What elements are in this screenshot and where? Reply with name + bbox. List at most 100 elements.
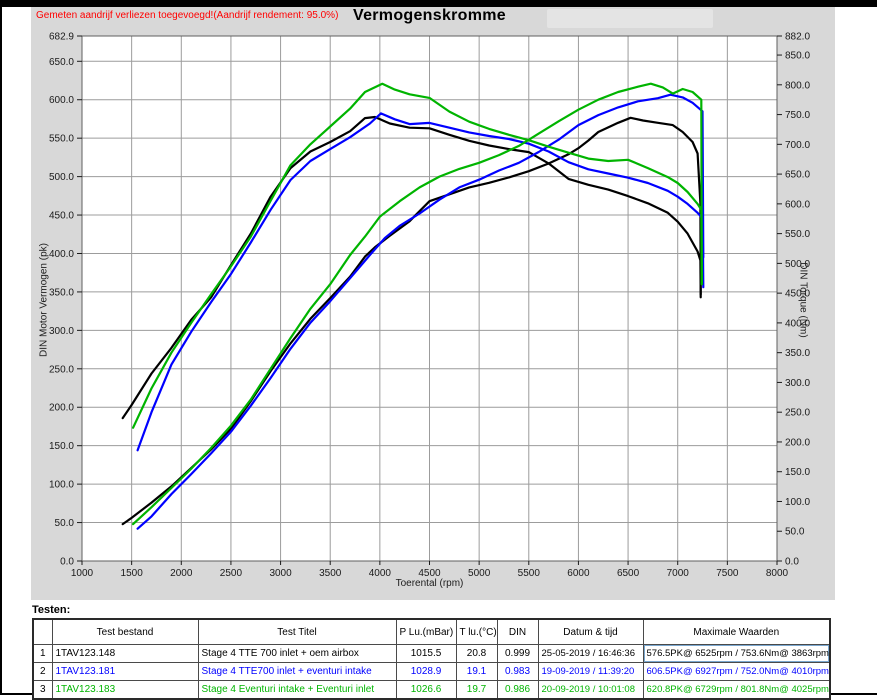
datetime-cell: 20-09-2019 / 10:01:08 [537,680,644,700]
max-values-cell: 606.5PK@ 6927rpm / 752.0Nm@ 4010rpm [642,662,831,681]
test-title-cell: Stage 4 TTE 700 inlet + oem airbox [197,644,397,663]
tick-label: 4500 [418,568,441,579]
window-top-border [0,0,877,7]
tick-label: 500.0 [785,259,810,270]
tick-label: 700.0 [785,140,810,151]
x-axis-title: Toerental (rpm) [395,578,464,589]
tick-label: 5500 [518,568,541,579]
drivetrain-loss-notice: Gemeten aandrijf verliezen toegevoegd!(A… [36,10,339,21]
tick-label: 100.0 [785,497,810,508]
tick-label: 100.0 [49,480,74,491]
tick-label: 450.0 [785,289,810,300]
tick-label: 300.0 [49,326,74,337]
table-row[interactable]: 3 1TAV123.183 Stage 4 Eventuri intake + … [32,680,831,700]
col-header-din: DIN [496,618,539,645]
tick-label: 200.0 [49,403,74,414]
col-header-p-lu: P Lu.(mBar) [395,618,457,645]
tick-label: 300.0 [785,378,810,389]
test-file-cell: 1TAV123.183 [51,680,199,700]
tick-label: 750.0 [785,110,810,121]
window-left-border [0,0,2,695]
tick-label: 7500 [716,568,739,579]
temperature-cell: 19.7 [455,680,498,700]
power-curve-test-1 [121,116,702,526]
torque-curve-test-2 [136,112,705,452]
tick-label: 350.0 [49,287,74,298]
tick-label: 3500 [319,568,342,579]
tick-label: 400.0 [785,318,810,329]
tick-label: 6500 [617,568,640,579]
tick-label: 1000 [71,568,94,579]
tick-label: 550.0 [49,134,74,145]
tick-label: 50.0 [55,518,75,529]
y-axis-left-title: DIN Motor Vermogen (pk) [38,243,50,357]
tick-label: 550.0 [785,229,810,240]
tick-label: 2000 [170,568,193,579]
chart-title: Vermogenskromme [352,7,506,24]
tick-label: 850.0 [785,51,810,62]
din-factor-cell: 0.999 [496,644,539,663]
power-curve-test-2 [136,93,705,530]
max-values-cell: 576.5PK@ 6525rpm / 753.6Nm@ 3863rpm [642,644,831,663]
datetime-cell: 19-09-2019 / 11:39:20 [537,662,644,681]
din-factor-cell: 0.986 [496,680,539,700]
tick-label: 682.9 [49,32,74,43]
tick-label: 8000 [766,568,789,579]
col-header-test-titel: Test Titel [197,618,397,645]
row-index: 1 [32,644,53,663]
tick-label: 600.0 [785,199,810,210]
tick-label: 3000 [269,568,292,579]
tests-section-label: Testen: [32,604,71,616]
tick-label: 4000 [369,568,392,579]
row-index: 3 [32,680,53,700]
tick-label: 500.0 [49,172,74,183]
tests-table: Test bestand Test Titel P Lu.(mBar) T lu… [32,618,831,700]
col-header-test-bestand: Test bestand [51,618,199,645]
tick-label: 400.0 [49,249,74,260]
tick-label: 450.0 [49,211,74,222]
datetime-cell: 25-05-2019 / 16:46:36 [537,644,644,663]
tick-label: 6000 [567,568,590,579]
tick-label: 5000 [468,568,491,579]
tick-label: 200.0 [785,437,810,448]
max-values-cell: 620.8PK@ 6729rpm / 801.8Nm@ 4025rpm [642,680,831,700]
test-file-cell: 1TAV123.181 [51,662,199,681]
tick-label: 0.0 [60,557,74,568]
tick-label: 250.0 [785,408,810,419]
torque-curve-test-3 [132,82,703,429]
tick-label: 600.0 [49,95,74,106]
header-blank-panel [547,9,713,28]
tick-label: 150.0 [785,467,810,478]
tick-label: 1500 [121,568,144,579]
temperature-cell: 20.8 [455,644,498,663]
power-curve-test-3 [132,82,703,526]
pressure-cell: 1028.9 [395,662,457,681]
pressure-cell: 1026.6 [395,680,457,700]
y-axis-right-title: DIN Torque (Nm) [797,262,809,338]
tick-label: 250.0 [49,364,74,375]
test-file-cell: 1TAV123.148 [51,644,199,663]
temperature-cell: 19.1 [455,662,498,681]
tick-label: 882.0 [785,32,810,43]
tick-label: 7000 [667,568,690,579]
tick-label: 800.0 [785,80,810,91]
din-factor-cell: 0.983 [496,662,539,681]
row-index: 2 [32,662,53,681]
test-title-cell: Stage 4 TTE700 inlet + eventuri intake [197,662,397,681]
dyno-chart: 682.9 650.0 600.0 550.0 500.0 450.0 400.0 350.0… [49,32,810,580]
tick-label: 0.0 [785,557,799,568]
col-header-index [32,618,53,645]
tick-label: 150.0 [49,441,74,452]
col-header-datum-tijd: Datum & tijd [537,618,644,645]
test-title-cell: Stage 4 Eventuri intake + Eventuri inlet [197,680,397,700]
tick-label: 650.0 [785,170,810,181]
pressure-cell: 1015.5 [395,644,457,663]
table-row[interactable]: 1 1TAV123.148 Stage 4 TTE 700 inlet + oe… [32,644,831,663]
tick-label: 350.0 [785,348,810,359]
tick-label: 50.0 [785,527,805,538]
col-header-maximale-waarden: Maximale Waarden [642,618,831,645]
table-row[interactable]: 2 1TAV123.181 Stage 4 TTE700 inlet + eve… [32,662,831,681]
tick-label: 2500 [220,568,243,579]
col-header-t-lu: T lu.(°C) [455,618,498,645]
table-header-row: Test bestand Test Titel P Lu.(mBar) T lu… [32,618,831,645]
